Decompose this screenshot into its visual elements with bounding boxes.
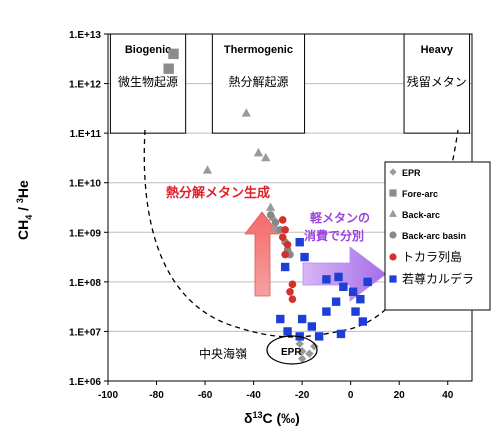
data-point [278,216,287,224]
data-point [281,250,289,259]
y-axis-label: CH4 / 3He [15,180,34,240]
data-point [351,307,360,316]
y-tick-label: 1.E+07 [69,327,101,338]
y-tick-label: 1.E+13 [69,30,101,41]
data-point [265,202,276,211]
data-point [297,347,307,356]
red-arrow-label: 熱分解メタン生成 [166,185,270,200]
x-tick-label: 0 [348,390,354,401]
data-point [276,314,285,324]
data-point [307,322,317,331]
data-point [271,218,280,227]
legend-label: Back-arc [402,210,440,220]
data-point [322,275,331,284]
data-points [163,48,372,363]
data-point [300,252,309,262]
data-point [314,332,324,341]
data-point [358,317,367,326]
epr-region-label: 中央海嶺 [199,346,247,361]
x-tick-label: -60 [198,390,213,401]
data-point [286,287,294,296]
legend-label: EPR [402,168,421,178]
data-point [339,282,348,292]
data-point [253,147,264,157]
y-tick-label: 1.E+11 [70,129,102,140]
data-point [297,354,307,363]
data-point [331,297,341,306]
x-tick-label: 20 [394,390,406,401]
x-tick-label: -100 [98,390,118,401]
y-tick-label: 1.E+06 [69,377,101,388]
data-point [281,226,289,234]
data-point [295,339,304,349]
legend-marker [389,253,397,261]
data-point [288,280,297,289]
data-point [261,152,271,162]
epr-ellipse [266,335,318,365]
data-point [241,108,251,117]
region-label-jp: 熱分解起源 [228,75,288,89]
x-tick-label: -40 [246,390,261,401]
legend-label: トカラ列島 [402,249,462,264]
data-point [288,295,297,304]
region-label-en: Heavy [421,44,454,56]
data-point [295,238,304,247]
y-tick-labels: 1.E+06 1.E+07 1.E+08 1.E+09 1.E+10 1.E+11 1.E+… [69,30,108,388]
data-point [363,277,372,287]
y-tick-label: 1.E+09 [69,228,101,239]
region-box-1 [211,33,306,134]
data-point [283,327,292,336]
region-boxes: Biogenic 微生物起源 Thermogenic 熱分解起源 Heavy 残留メタン [109,33,471,134]
purple-arrow-label-2: 消費で分別 [304,228,364,243]
data-point [278,233,287,242]
legend-marker [389,168,397,176]
x-tick-label: 40 [442,390,454,401]
legend-marker [389,189,397,197]
data-point [202,165,213,174]
legend-marker [389,231,397,239]
data-point [348,287,358,296]
data-point [334,272,343,282]
legend-marker [389,275,397,283]
y-tick-label: 1.E+12 [69,80,101,91]
region-box-2 [403,33,471,134]
y-tick-label: 1.E+10 [69,179,101,190]
dashed-envelope [143,129,459,338]
epr-ellipse-label: EPR [281,347,302,358]
purple-arrow-label-1: 軽メタンの [310,210,370,225]
data-point [168,48,179,60]
region-label-jp: 微生物起源 [118,75,178,89]
x-tick-label: -80 [149,390,164,401]
legend-label: Fore-arc [402,189,438,199]
x-axis-label: δ13C (‰) [244,410,300,426]
x-tick-label: -20 [295,390,310,401]
legend-label: Back-arc basin [402,231,466,241]
red-arrow [244,211,280,297]
data-point [297,314,307,324]
data-point [163,63,174,74]
region-label-jp: 残留メタン [407,75,467,89]
legend-label: 若尊カルデラ [402,271,474,286]
data-point [266,211,275,219]
region-label-en: Biogenic [125,44,171,56]
legend: EPR Fore-arc Back-arc Back-arc basin トカラ列島若尊… [384,161,491,311]
region-label-en: Thermogenic [224,44,293,56]
x-tick-labels: -100 -80 -60 -40 -20 0 20 40 [98,381,454,401]
data-point [280,262,290,272]
data-point [356,295,365,304]
data-point [283,240,292,249]
data-point [322,307,331,316]
data-point [305,349,314,358]
data-point [336,329,346,339]
legend-marker [389,209,397,217]
purple-arrow [302,246,387,302]
y-tick-label: 1.E+08 [69,278,101,289]
